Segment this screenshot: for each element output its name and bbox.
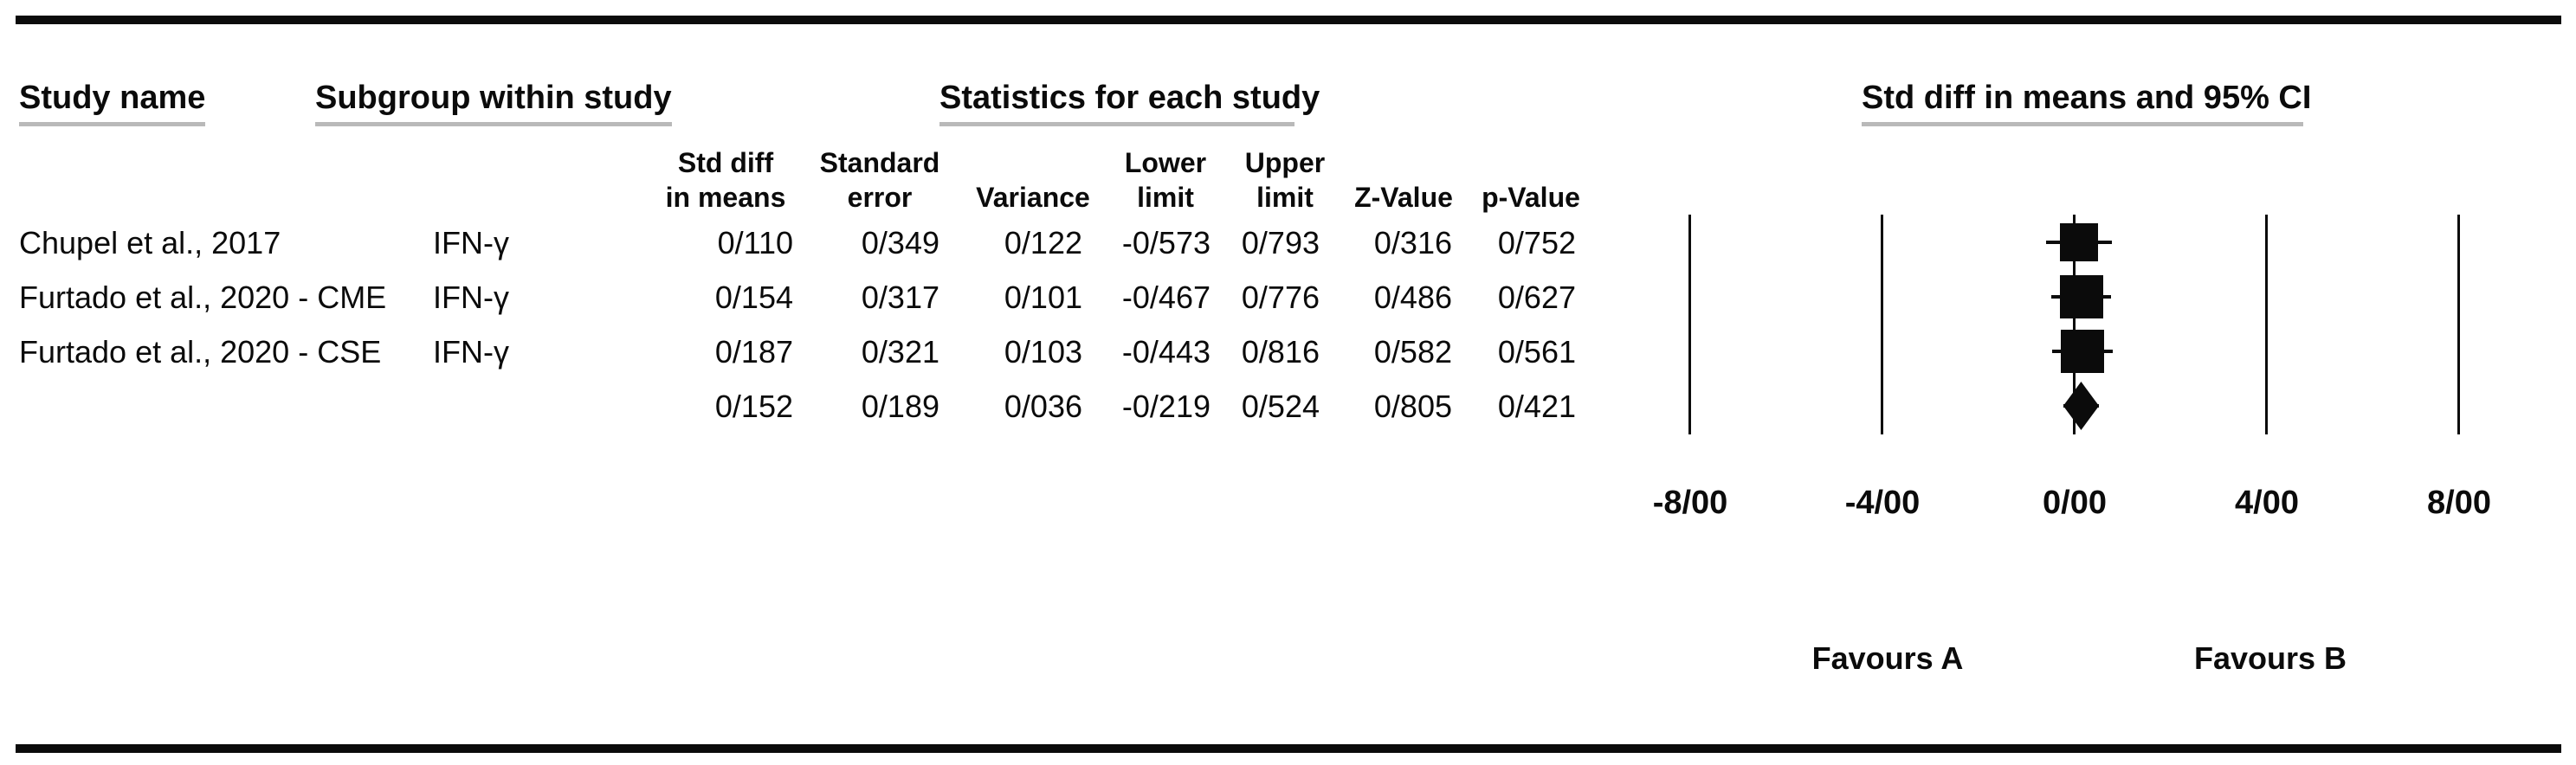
lower-limit-value: -0/467 bbox=[1121, 280, 1211, 315]
subgroup-value: IFN-γ bbox=[433, 280, 509, 315]
column-header-line: Std diff bbox=[677, 147, 774, 178]
axis-gridline bbox=[2072, 215, 2076, 434]
favours-b-label: Favours B bbox=[2193, 640, 2347, 676]
favours-a-label: Favours A bbox=[1811, 640, 1964, 676]
column-header-p-value: p-Value bbox=[1449, 145, 1613, 215]
axis-gridline bbox=[1880, 215, 1883, 434]
lower-limit-value: -0/219 bbox=[1121, 389, 1211, 424]
lower-limit-value: -0/573 bbox=[1121, 225, 1211, 260]
x-tick-label: 0/00 bbox=[2043, 485, 2107, 521]
z-value: 0/486 bbox=[1373, 280, 1452, 315]
overall-diamond-marker bbox=[2063, 382, 2100, 430]
column-header-line: limit bbox=[1137, 182, 1194, 213]
upper-limit-value: 0/776 bbox=[1241, 280, 1320, 315]
header-subgroup: Subgroup within study bbox=[315, 81, 672, 126]
column-header-line: p-Value bbox=[1482, 182, 1580, 213]
subgroup-value: IFN-γ bbox=[433, 225, 509, 260]
column-header-variance: Variance bbox=[951, 145, 1115, 215]
p-value: 0/561 bbox=[1497, 334, 1576, 370]
column-header-line: Standard bbox=[819, 147, 940, 178]
p-value: 0/752 bbox=[1497, 225, 1576, 260]
column-header-line: Lower bbox=[1124, 147, 1207, 178]
study-name: Furtado et al., 2020 - CME bbox=[19, 280, 387, 315]
x-tick-label: -8/00 bbox=[1652, 485, 1728, 521]
z-value: 0/316 bbox=[1373, 225, 1452, 260]
column-header-line bbox=[1449, 145, 1613, 180]
std-error-value: 0/189 bbox=[861, 389, 939, 424]
column-header-lower-limit: Lower limit bbox=[1083, 145, 1248, 215]
study-point-square-marker bbox=[2061, 330, 2105, 373]
variance-value: 0/103 bbox=[1004, 334, 1082, 370]
std-error-value: 0/321 bbox=[861, 334, 939, 370]
study-point-square-marker bbox=[2060, 223, 2099, 261]
axis-gridline bbox=[2264, 215, 2268, 434]
column-header-line: Z-Value bbox=[1354, 182, 1453, 213]
forest-plot-area bbox=[1688, 215, 2460, 434]
subgroup-value: IFN-γ bbox=[433, 334, 509, 370]
upper-limit-value: 0/816 bbox=[1241, 334, 1320, 370]
column-header-line: limit bbox=[1256, 182, 1314, 213]
column-header-line: Variance bbox=[976, 182, 1090, 213]
study-name bbox=[19, 389, 426, 424]
x-tick-label: 4/00 bbox=[2235, 485, 2299, 521]
column-header-z-value: Z-Value bbox=[1321, 145, 1486, 215]
column-header-line: error bbox=[847, 182, 913, 213]
z-value: 0/582 bbox=[1373, 334, 1452, 370]
x-tick-label: -4/00 bbox=[1844, 485, 1921, 521]
study-point-square-marker bbox=[2059, 275, 2103, 318]
std-diff-value: 0/110 bbox=[717, 225, 793, 260]
column-header-line: Upper bbox=[1244, 147, 1326, 178]
lower-limit-value: -0/443 bbox=[1121, 334, 1211, 370]
subgroup-value bbox=[433, 389, 623, 424]
p-value: 0/627 bbox=[1497, 280, 1576, 315]
std-error-value: 0/349 bbox=[861, 225, 939, 260]
std-error-value: 0/317 bbox=[861, 280, 939, 315]
p-value: 0/421 bbox=[1497, 389, 1576, 424]
bottom-rule bbox=[16, 744, 2561, 753]
column-header-std-error: Standard error bbox=[797, 145, 962, 215]
header-statistics: Statistics for each study bbox=[939, 81, 1320, 126]
variance-value: 0/122 bbox=[1004, 225, 1082, 260]
axis-gridline bbox=[1688, 215, 1691, 434]
upper-limit-value: 0/793 bbox=[1241, 225, 1320, 260]
upper-limit-value: 0/524 bbox=[1241, 389, 1320, 424]
column-header-upper-limit: Upper limit bbox=[1203, 145, 1367, 215]
column-header-std-diff: Std diff in means bbox=[643, 145, 808, 215]
variance-value: 0/036 bbox=[1004, 389, 1082, 424]
axis-gridline bbox=[2457, 215, 2460, 434]
x-tick-label: 8/00 bbox=[2427, 485, 2491, 521]
header-study-name: Study name bbox=[19, 81, 206, 126]
study-name: Chupel et al., 2017 bbox=[19, 225, 281, 260]
variance-value: 0/101 bbox=[1004, 280, 1082, 315]
std-diff-value: 0/187 bbox=[714, 334, 793, 370]
z-value: 0/805 bbox=[1373, 389, 1452, 424]
top-rule bbox=[16, 16, 2561, 24]
study-name: Furtado et al., 2020 - CSE bbox=[19, 334, 382, 370]
std-diff-value: 0/152 bbox=[714, 389, 793, 424]
std-diff-value: 0/154 bbox=[714, 280, 793, 315]
column-header-line: in means bbox=[665, 182, 786, 213]
header-plot-title: Std diff in means and 95% CI bbox=[1862, 81, 2311, 126]
